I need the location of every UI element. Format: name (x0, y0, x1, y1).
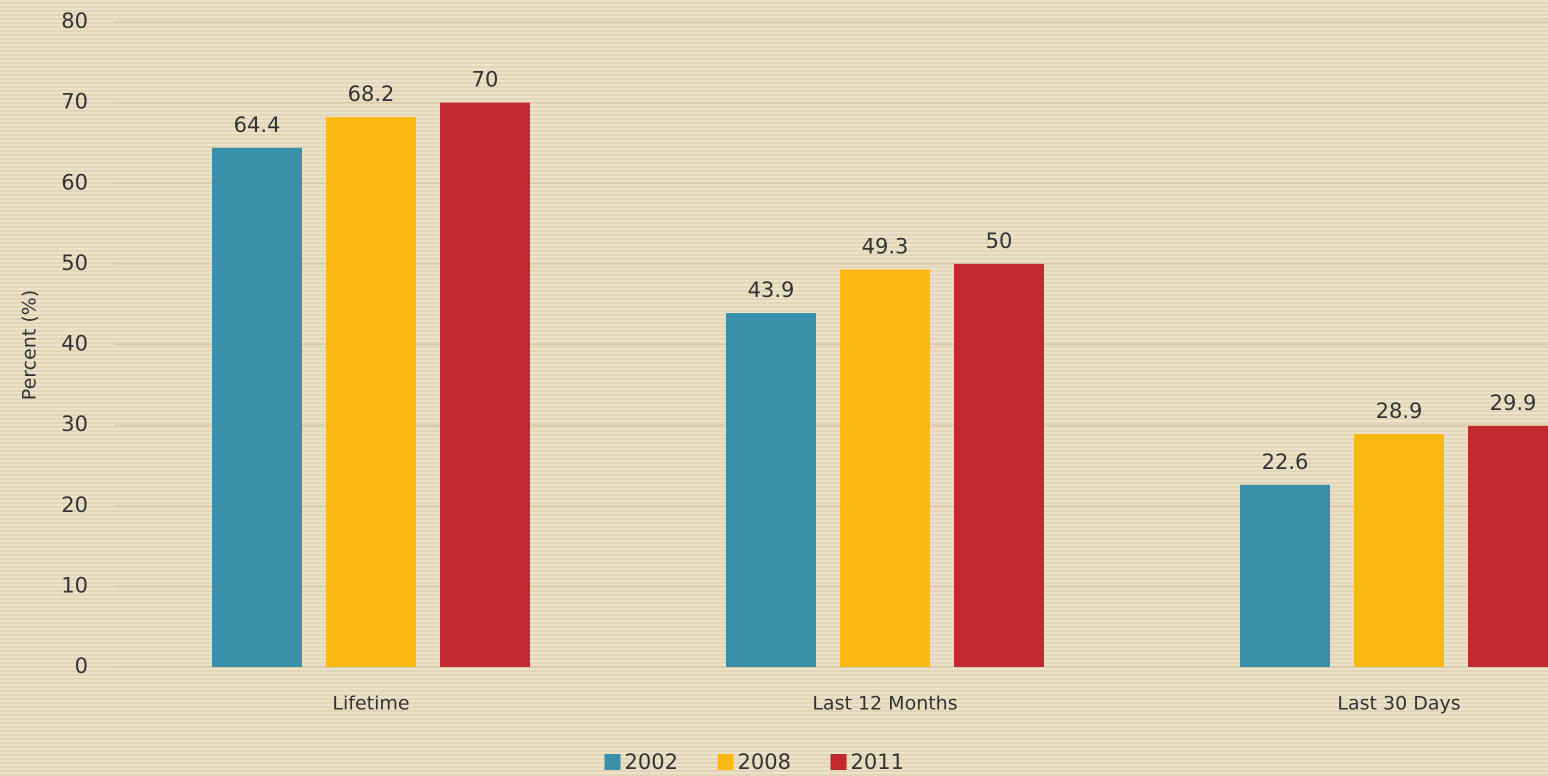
bar (726, 313, 816, 667)
bar (440, 102, 530, 667)
data-label: 49.3 (862, 235, 909, 259)
y-tick-label: 10 (61, 573, 88, 597)
bar (954, 263, 1044, 667)
bar (326, 117, 416, 667)
data-label: 28.9 (1376, 399, 1423, 423)
bar (1468, 425, 1548, 667)
legend-swatch (717, 754, 734, 770)
y-tick-label: 50 (61, 251, 88, 275)
y-tick-label: 0 (75, 654, 88, 678)
y-tick-label: 70 (61, 90, 88, 114)
legend-swatch (604, 754, 621, 770)
data-label: 64.4 (234, 113, 281, 137)
legend-swatch (830, 754, 847, 770)
y-tick-label: 20 (61, 493, 88, 517)
data-label: 22.6 (1262, 450, 1309, 474)
data-label: 43.9 (748, 278, 795, 302)
legend-label: 2008 (738, 750, 791, 774)
x-tick-label: Lifetime (332, 693, 409, 715)
bar (1240, 484, 1330, 667)
legend-label: 2002 (625, 750, 678, 774)
bar (1354, 433, 1444, 667)
y-tick-label: 60 (61, 170, 88, 194)
y-tick-label: 80 (61, 9, 88, 33)
bar (840, 269, 930, 667)
x-tick-label: Last 30 Days (1337, 693, 1460, 715)
data-label: 29.9 (1490, 391, 1537, 415)
data-label: 70 (472, 68, 499, 92)
data-label: 68.2 (348, 82, 395, 106)
data-label: 50 (986, 229, 1013, 253)
x-tick-label: Last 12 Months (812, 693, 957, 715)
y-axis-label: Percent (%) (19, 290, 41, 400)
y-tick-label: 30 (61, 412, 88, 436)
y-tick-label: 40 (61, 332, 88, 356)
legend-label: 2011 (851, 750, 904, 774)
bar (212, 147, 302, 667)
